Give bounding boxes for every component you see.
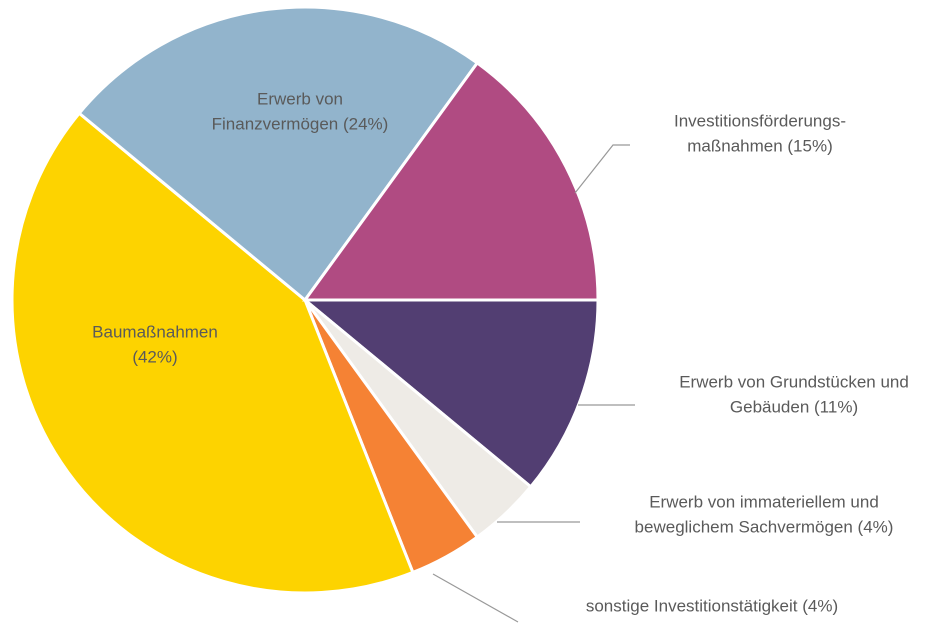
pie-slice (302, 60, 600, 302)
slice-label: beweglichem Sachvermögen (4%) (635, 517, 894, 536)
slice-label: Gebäuden (11%) (730, 397, 858, 416)
slice-label: Erwerb von (257, 89, 343, 108)
pie-slice (77, 5, 480, 303)
slice-label: Erwerb von immateriellem und (649, 492, 879, 511)
slice-label: sonstige Investitionstätigkeit (4%) (586, 596, 838, 615)
pie-slice (300, 298, 600, 489)
leader-line (432, 573, 519, 623)
slice-label: Baumaßnahmen (92, 322, 218, 341)
slice-label: Erwerb von Grundstücken und (679, 372, 909, 391)
leader-line (574, 144, 630, 194)
pie-slice (10, 111, 415, 595)
slice-label: (42%) (132, 347, 177, 366)
slice-label: maßnahmen (15%) (687, 136, 833, 155)
slice-label: Investitionsförderungs- (674, 111, 846, 130)
slice-label: Finanzvermögen (24%) (212, 114, 389, 133)
